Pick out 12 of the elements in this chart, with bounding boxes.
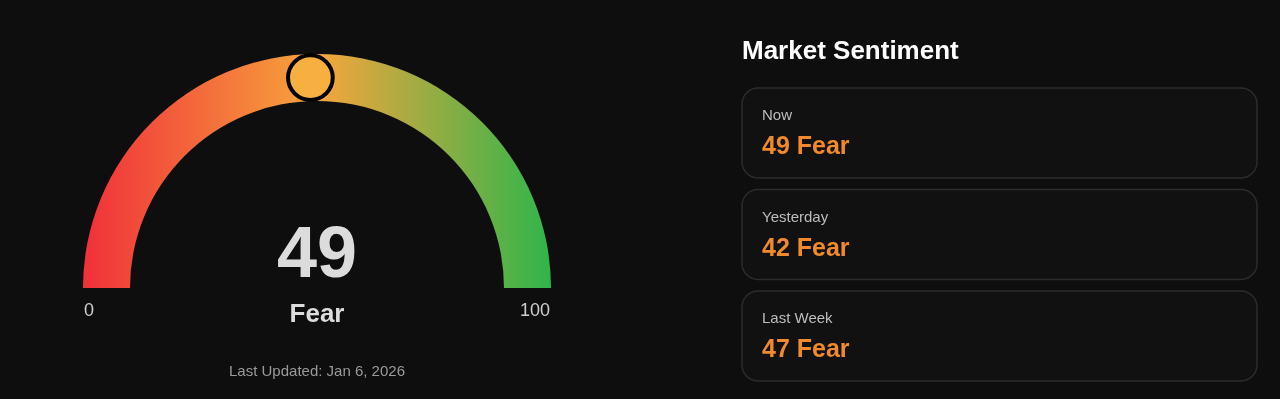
text: 100 — [519, 300, 551, 320]
text: Yesterday — [762, 207, 829, 225]
text: 0 — [83, 300, 95, 320]
text: Last Updated: Jan 6, 2026 — [229, 362, 405, 379]
text: 42 Fear — [762, 232, 850, 261]
text: Last Week — [762, 309, 834, 326]
text: 47 Fear — [762, 334, 850, 362]
data-label: 49 — [276, 212, 358, 292]
text: Market Sentiment — [742, 35, 960, 65]
text: 49 Fear — [762, 131, 850, 159]
category-label: Fear — [289, 298, 345, 328]
text: Now — [762, 106, 793, 123]
